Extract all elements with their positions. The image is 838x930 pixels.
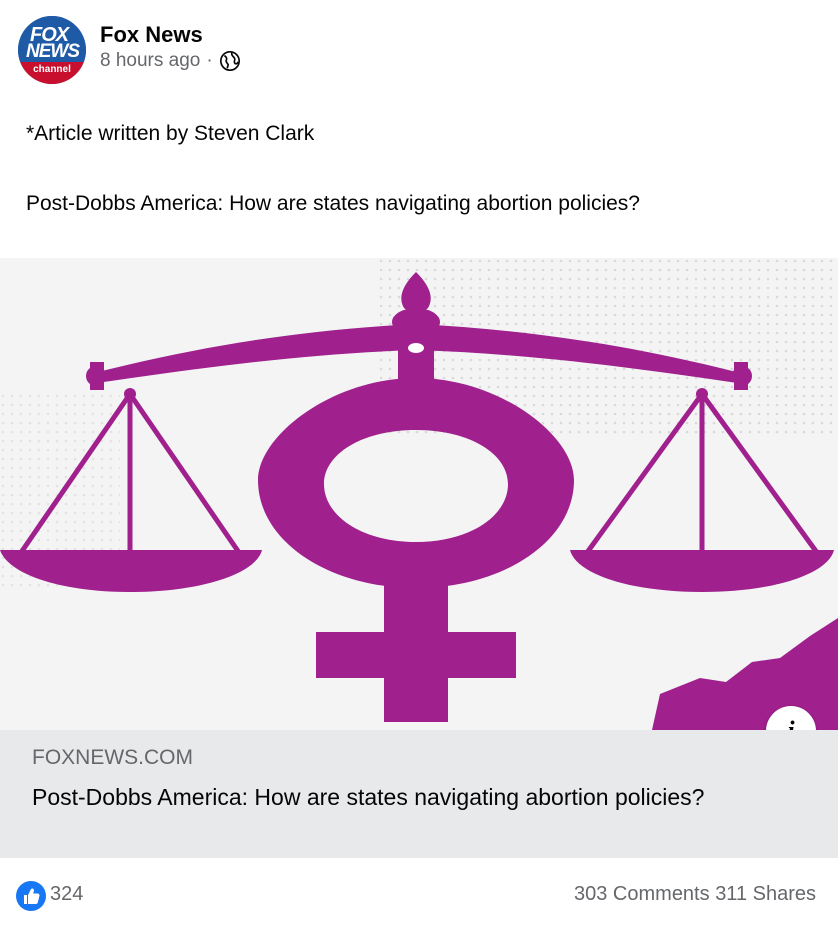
page-name-link[interactable]: Fox News: [100, 22, 203, 47]
scales-of-justice-illustration: [0, 258, 838, 730]
post-timestamp[interactable]: 8 hours ago: [100, 50, 201, 71]
meta-separator: ·: [206, 50, 213, 71]
avatar-logo-news: NEWS: [26, 41, 80, 62]
post-header: FOX NEWS channel Fox News 8 hours ago ·: [0, 0, 838, 100]
link-title[interactable]: Post-Dobbs America: How are states navig…: [32, 784, 705, 810]
reactions-bar: 324 303 Comments 311 Shares: [0, 858, 838, 930]
comments-count[interactable]: 303 Comments: [574, 883, 710, 905]
reaction-count[interactable]: 324: [50, 883, 84, 905]
post-meta: 8 hours ago ·: [100, 50, 241, 72]
post-text-byline: *Article written by Steven Clark: [26, 122, 315, 145]
link-preview-caption[interactable]: FOXNEWS.COM Post-Dobbs America: How are …: [0, 730, 838, 858]
avatar-logo-fox: FOX: [30, 24, 69, 46]
thumbs-up-icon[interactable]: [16, 881, 46, 911]
shares-count[interactable]: 311 Shares: [715, 883, 816, 905]
globe-icon[interactable]: [219, 50, 241, 72]
page-avatar[interactable]: FOX NEWS channel: [18, 16, 86, 84]
post-text-headline: Post-Dobbs America: How are states navig…: [26, 192, 640, 215]
engagement-stats: 303 Comments 311 Shares: [574, 883, 816, 906]
avatar-logo-channel: channel: [33, 64, 71, 75]
link-domain: FOXNEWS.COM: [32, 746, 193, 769]
link-preview-image[interactable]: [0, 258, 838, 730]
